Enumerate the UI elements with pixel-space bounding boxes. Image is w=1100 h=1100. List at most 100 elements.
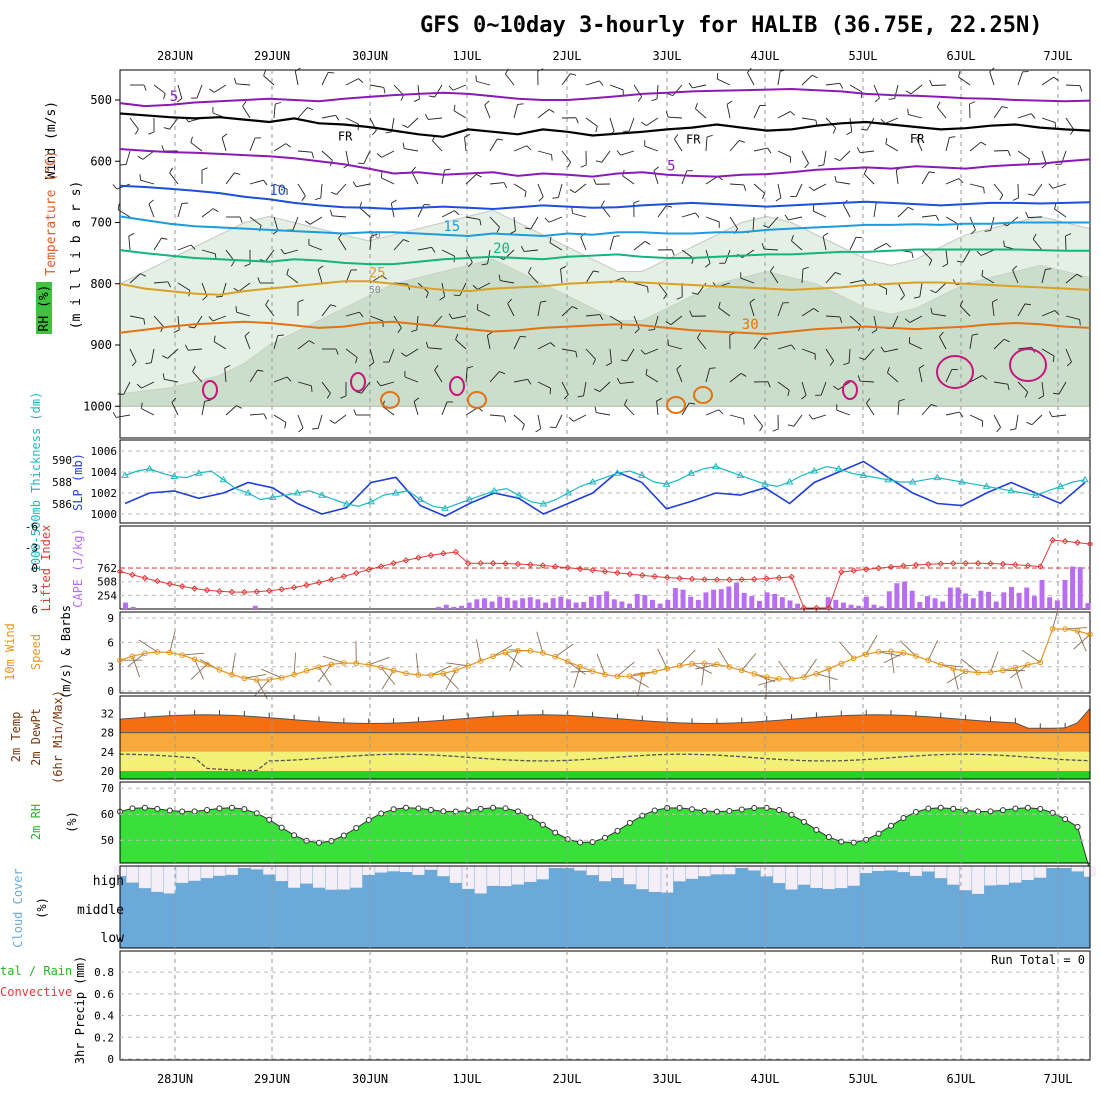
wind-barb-flag [239, 216, 243, 223]
li-point [154, 577, 161, 585]
wind-barb [489, 414, 504, 417]
wind-barb [363, 150, 371, 164]
wind-barb [465, 174, 477, 185]
li-point [1049, 536, 1056, 544]
rh2m-point [490, 804, 497, 811]
thickness-point [834, 464, 843, 472]
wind-barb-flag [326, 392, 331, 399]
li-line [119, 539, 1091, 609]
wind-barb [455, 339, 467, 350]
wind-barb [361, 381, 371, 394]
wind-barb-flag [188, 326, 195, 329]
li-point [564, 564, 571, 571]
cloud-cover-gap [810, 866, 823, 888]
wind-barb [820, 381, 827, 396]
wind-barb [513, 104, 519, 119]
wind-barb [413, 401, 419, 416]
wind-barb [1054, 208, 1067, 218]
wind-barb [921, 249, 933, 261]
surface-wind-barb [570, 670, 593, 673]
wind-barb-flag [308, 340, 315, 345]
surface-wind-barb [318, 666, 332, 686]
li-point [1074, 539, 1081, 546]
thickness-point [982, 482, 991, 489]
cloud-cover-gap [723, 866, 736, 875]
wind-barb-flag [201, 167, 208, 171]
li-tick-label: 6 [31, 603, 38, 616]
wind-barb-flag [772, 428, 779, 432]
wind-barb-flag [263, 179, 268, 186]
wind-barb-flag [787, 424, 794, 427]
cloud-cover-gap [748, 866, 761, 871]
cape-bar [879, 606, 885, 609]
cape-bar [451, 606, 457, 609]
wind-speed-point [801, 674, 807, 680]
cloud-cover-gap [648, 866, 661, 892]
cape-bar [672, 588, 678, 609]
wind-barb [777, 111, 791, 119]
wind-barb [1017, 113, 1032, 119]
temp-panel-frame [119, 695, 1091, 780]
li-point [1061, 538, 1069, 545]
wind-barb-flag [236, 405, 242, 409]
wind-barb-flag [888, 98, 895, 100]
cloud-cover-gap [238, 866, 251, 868]
wind-barb-flag [454, 210, 460, 215]
cloud-level-middle: middle [77, 903, 124, 918]
li-point [701, 576, 708, 583]
wind-barb [884, 117, 899, 124]
orange-contour [693, 386, 713, 404]
wind-barb [249, 179, 264, 185]
surface-wind-barb [368, 656, 390, 666]
wind-barb [897, 401, 900, 416]
cloud-cover-gap [176, 866, 189, 883]
cape-bar [481, 598, 487, 609]
wind-barb [484, 104, 491, 119]
li-point [514, 560, 522, 568]
surface-wind-barb [190, 664, 208, 680]
wind-barb [513, 183, 527, 192]
rh2m-units-label: (%) [65, 811, 79, 833]
wind-barb [945, 411, 960, 416]
wind-barb [153, 315, 164, 327]
wind-barb [801, 117, 816, 121]
li-point [141, 574, 149, 582]
surface-wind-barb [816, 673, 838, 681]
precip-tick-label: 0.8 [94, 966, 114, 979]
thickness-point [859, 471, 868, 478]
wind-barb [969, 183, 984, 188]
rh2m-point [888, 822, 895, 829]
wind-barb [825, 82, 840, 86]
cloud-cover-gap [673, 866, 686, 882]
surface-wind-barb [838, 641, 855, 659]
cape-bar [1054, 600, 1060, 609]
wind-barb [969, 141, 982, 152]
thickness-line [124, 465, 1086, 510]
wind-barb-flag [813, 308, 819, 313]
cape-bar [520, 598, 526, 609]
wind-barb-flag [136, 383, 142, 389]
wind-barb-flag [391, 199, 397, 204]
wind-barb [528, 272, 539, 284]
wind-barb [668, 344, 683, 350]
thickness-point [145, 464, 154, 472]
thickness-point [810, 467, 819, 474]
cape-bar [970, 598, 976, 609]
surface-wind-barb [596, 653, 606, 675]
rh2m-point [950, 805, 957, 812]
wind-barb-flag [244, 331, 250, 337]
wind-barb [1052, 183, 1067, 189]
wind-barb [836, 181, 851, 185]
wind-barb [836, 409, 851, 416]
wind-barb [428, 117, 443, 120]
rh-contour-label: 50 [369, 285, 381, 296]
wind-barb-flag [790, 111, 796, 116]
cloud-cover-gap [574, 866, 587, 871]
cloud-cover-gap [337, 866, 350, 890]
wind-barb-flag [984, 230, 991, 232]
isotherm-line [119, 87, 1091, 108]
wind-barb-flag [709, 367, 716, 369]
wind-barb-flag [550, 342, 556, 347]
wind-barb-flag [549, 236, 552, 243]
wind-barb [1031, 414, 1043, 426]
